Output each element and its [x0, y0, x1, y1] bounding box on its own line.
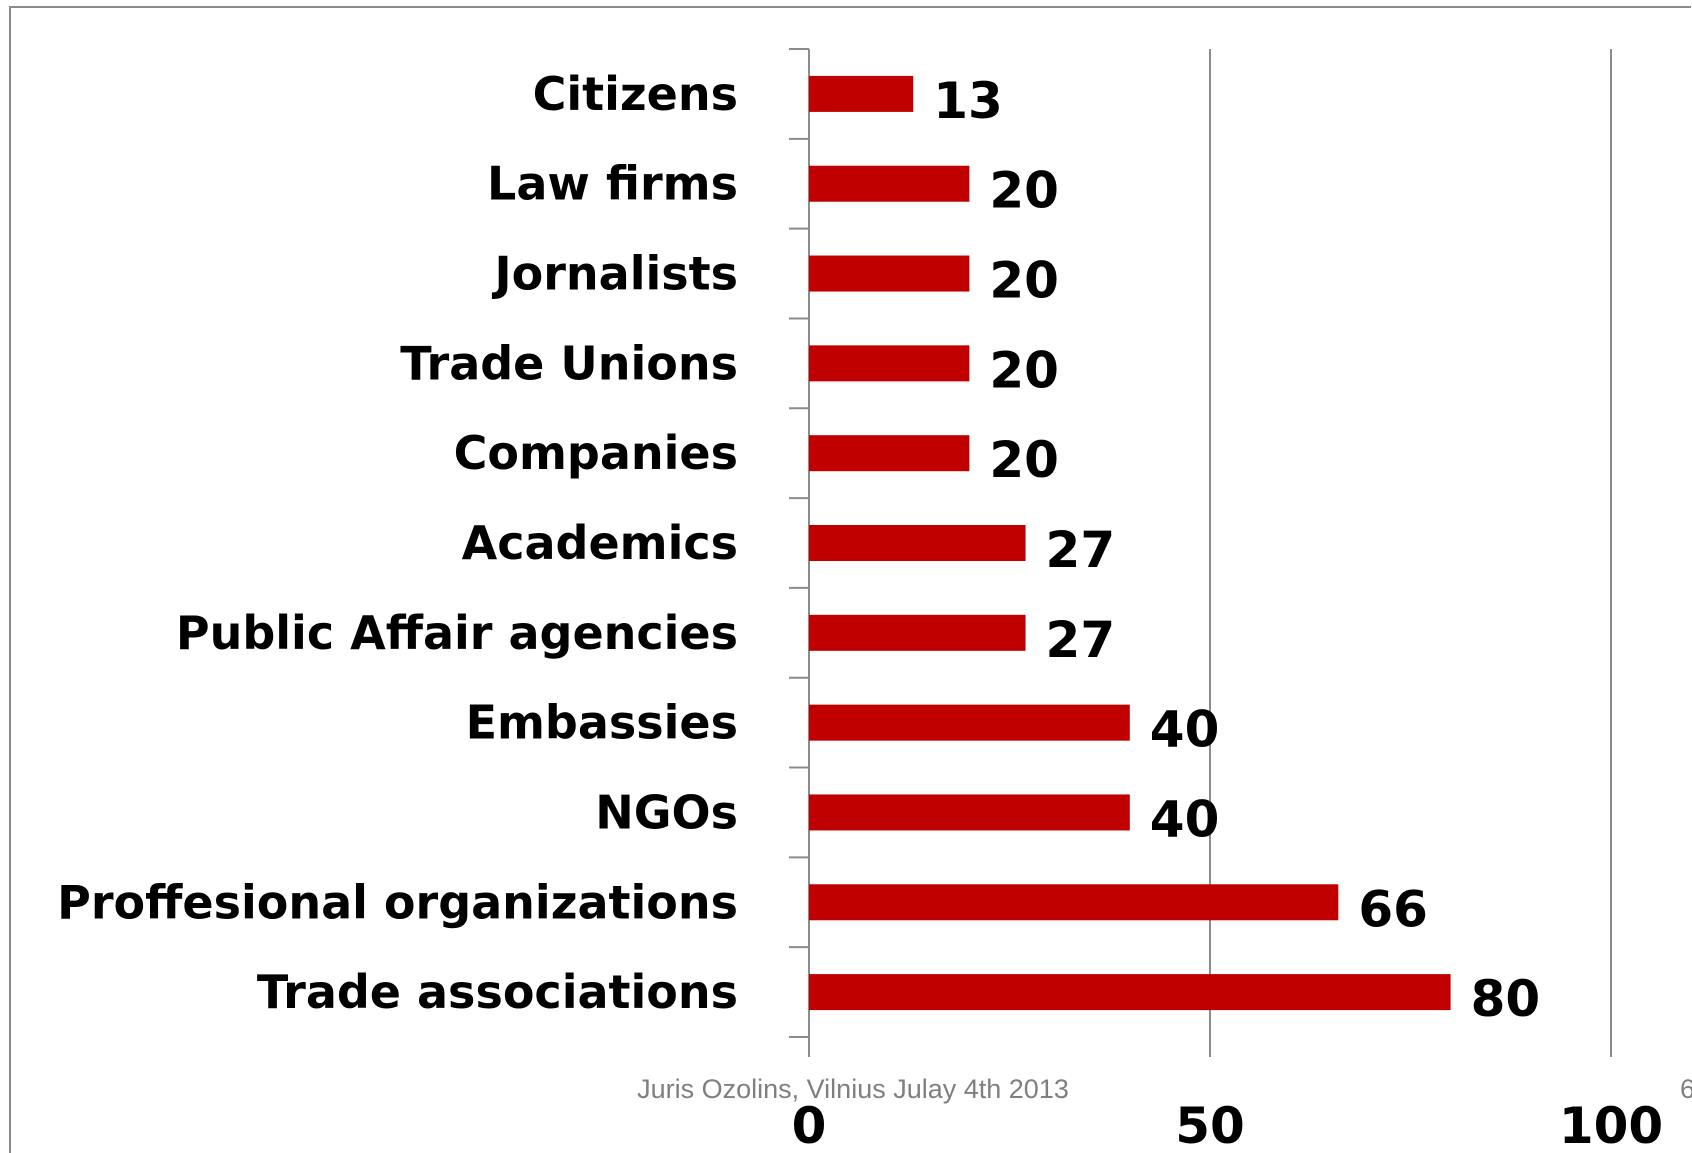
x-tick-labels: 0 50 100 [792, 1097, 1664, 1153]
data-labels: 13 20 20 20 20 27 27 40 40 66 80 [933, 72, 1540, 1028]
page-number: 6 [1680, 1074, 1692, 1104]
x-tick-label-100: 100 [1559, 1097, 1663, 1153]
category-label: NGOs [595, 785, 738, 839]
bar-citizens [809, 75, 914, 112]
data-label: 27 [1046, 611, 1116, 669]
category-axis [789, 48, 810, 1038]
data-label: 20 [989, 162, 1059, 220]
data-label: 20 [989, 431, 1059, 489]
bar-jornalists [809, 255, 970, 292]
data-label: 80 [1471, 970, 1541, 1028]
category-label: Public Affair agencies [176, 606, 738, 660]
data-label: 20 [989, 252, 1059, 310]
x-tick-label-0: 0 [792, 1097, 827, 1153]
bar-trade-associations [809, 974, 1451, 1011]
x-tick-label-50: 50 [1175, 1097, 1245, 1153]
bar-trade-unions [809, 345, 970, 382]
category-label: Law firms [487, 157, 738, 211]
category-label: Companies [454, 426, 738, 480]
category-label: Academics [462, 516, 738, 570]
data-label: 13 [933, 72, 1003, 130]
category-label: Citizens [533, 67, 738, 121]
data-label: 20 [989, 341, 1059, 399]
bar-law-firms [809, 165, 970, 202]
data-label: 27 [1046, 521, 1116, 579]
category-label: Embassies [466, 696, 738, 750]
data-label: 40 [1150, 701, 1220, 759]
bar-proffesional-organizations [809, 884, 1339, 921]
category-labels: Citizens Law firms Jornalists Trade Unions C… [57, 67, 738, 1019]
data-label: 66 [1358, 880, 1428, 938]
slide-frame [9, 6, 1691, 1153]
gridlines [808, 49, 1612, 1057]
footer-text: Juris Ozolins, Vilnius Julay 4th 2013 [637, 1074, 1069, 1104]
bar-academics [809, 525, 1026, 561]
bar-embassies [809, 704, 1130, 741]
bar-ngos [809, 794, 1130, 831]
category-label: Trade Unions [400, 336, 738, 390]
category-label: Proffesional organizations [57, 875, 738, 929]
category-label: Trade associations [257, 965, 738, 1019]
category-label: Jornalists [492, 247, 738, 301]
bar-companies [809, 435, 970, 472]
bar-public-affair-agencies [809, 614, 1026, 651]
data-label: 40 [1150, 790, 1220, 848]
bars [809, 75, 1451, 1011]
